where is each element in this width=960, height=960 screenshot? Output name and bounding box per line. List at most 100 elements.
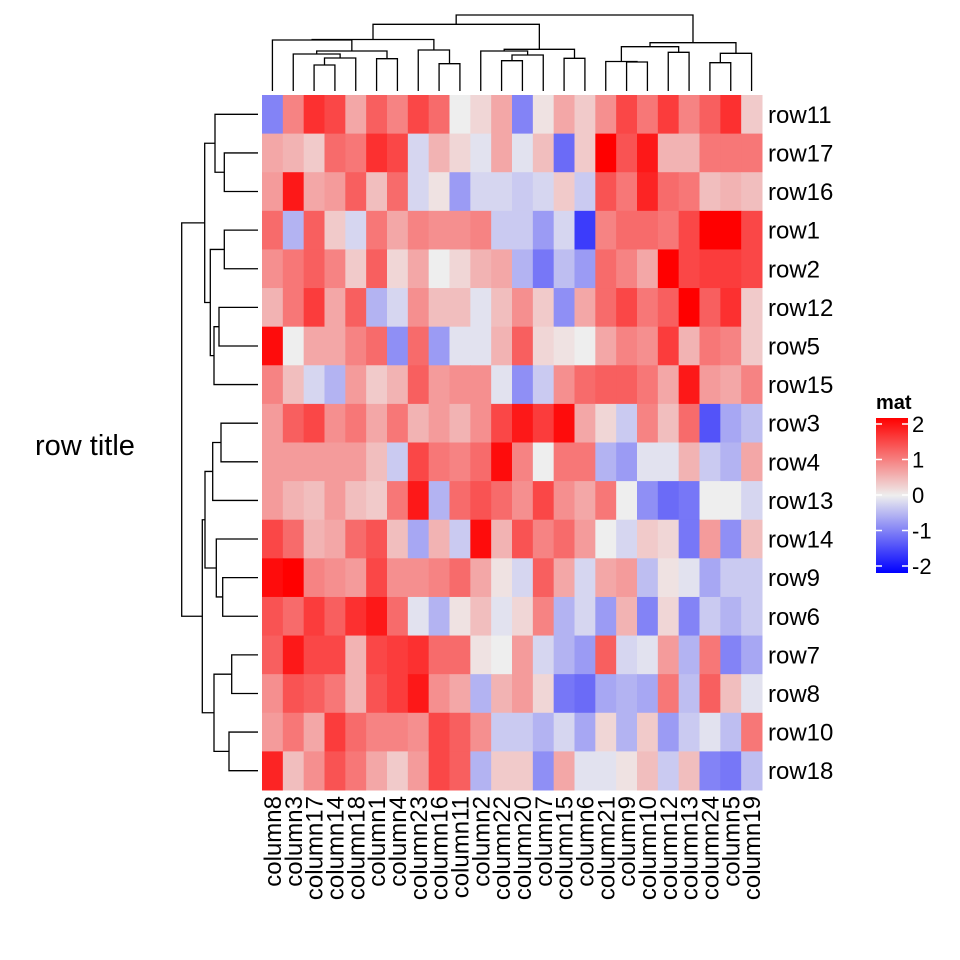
heatmap-cell-row17-column13 bbox=[678, 133, 700, 173]
heatmap-cell-row12-column20 bbox=[512, 288, 534, 328]
heatmap-cell-row14-column2 bbox=[470, 519, 492, 559]
heatmap-cell-row4-column14 bbox=[324, 442, 346, 482]
heatmap-cell-row18-column12 bbox=[657, 751, 680, 791]
heatmap-cell-row9-column15 bbox=[553, 558, 575, 598]
heatmap-cell-row10-column24 bbox=[699, 712, 721, 752]
heatmap-cell-row5-column20 bbox=[512, 326, 534, 366]
column-label: column17 bbox=[302, 796, 329, 900]
dendrogram-branch bbox=[438, 63, 461, 91]
heatmap-cell-row15-column20 bbox=[512, 365, 534, 405]
row-label: row13 bbox=[768, 488, 833, 515]
heatmap-cell-row4-column8 bbox=[262, 442, 284, 482]
heatmap-cell-row13-column11 bbox=[449, 481, 471, 521]
heatmap-cell-row13-column10 bbox=[637, 481, 659, 521]
heatmap-cell-row9-column14 bbox=[324, 558, 346, 598]
heatmap-cell-row11-column3 bbox=[282, 95, 305, 135]
heatmap-cell-row13-column21 bbox=[595, 481, 617, 521]
heatmap-cell-row1-column8 bbox=[262, 210, 284, 250]
dendrogram-branch bbox=[719, 52, 753, 91]
heatmap-cell-row9-column8 bbox=[262, 558, 284, 598]
heatmap-cell-row1-column3 bbox=[282, 210, 305, 250]
heatmap-cell-row2-column8 bbox=[262, 249, 284, 289]
heatmap-cell-row14-column10 bbox=[637, 519, 659, 559]
heatmap-cell-row6-column17 bbox=[303, 596, 325, 637]
heatmap-cell-row2-column12 bbox=[657, 249, 680, 289]
heatmap-cell-row3-column19 bbox=[741, 403, 763, 443]
column-label: column12 bbox=[656, 796, 683, 900]
heatmap-cell-row14-column3 bbox=[282, 519, 305, 559]
heatmap-cell-row17-column14 bbox=[324, 133, 346, 173]
heatmap-cell-row9-column7 bbox=[532, 558, 555, 598]
heatmap-cell-row12-column3 bbox=[282, 288, 305, 328]
heatmap-cell-row7-column15 bbox=[553, 635, 575, 675]
heatmap-cell-row3-column6 bbox=[574, 403, 596, 443]
heatmap-cell-row6-column18 bbox=[345, 596, 367, 637]
dendrogram-branch bbox=[649, 42, 737, 54]
dendrogram-branch bbox=[222, 576, 258, 617]
heatmap-cell-row11-column17 bbox=[303, 95, 325, 135]
heatmap-cell-row2-column5 bbox=[720, 249, 742, 289]
column-label: column1 bbox=[364, 796, 391, 887]
heatmap-cell-row2-column7 bbox=[532, 249, 555, 289]
heatmap-cell-row3-column3 bbox=[282, 403, 305, 443]
heatmap-cell-row8-column14 bbox=[324, 674, 346, 714]
heatmap-cell-row15-column23 bbox=[407, 365, 430, 405]
heatmap-cell-row7-column22 bbox=[491, 635, 513, 675]
heatmap-cell-row11-column11 bbox=[449, 95, 471, 135]
dendrogram-branch bbox=[231, 654, 258, 695]
heatmap-cell-row2-column4 bbox=[387, 249, 409, 289]
heatmap-cell-row5-column7 bbox=[532, 326, 555, 366]
heatmap-cell-row15-column12 bbox=[657, 365, 680, 405]
heatmap-cell-row4-column17 bbox=[303, 442, 325, 482]
heatmap-cell-row11-column1 bbox=[366, 95, 388, 135]
column-dendrogram bbox=[271, 14, 753, 91]
heatmap-cell-row13-column1 bbox=[366, 481, 388, 521]
heatmap-cell-row17-column19 bbox=[741, 133, 763, 173]
heatmap-cell-row12-column7 bbox=[532, 288, 555, 328]
heatmap-body bbox=[262, 95, 763, 791]
heatmap-cell-row1-column11 bbox=[449, 210, 471, 250]
heatmap-cell-row4-column16 bbox=[428, 442, 450, 482]
heatmap-cell-row1-column14 bbox=[324, 210, 346, 250]
heatmap-cell-row7-column8 bbox=[262, 635, 284, 675]
heatmap-cell-row17-column1 bbox=[366, 133, 388, 173]
heatmap-cell-row14-column19 bbox=[741, 519, 763, 559]
heatmap-cell-row15-column24 bbox=[699, 365, 721, 405]
heatmap-cell-row18-column20 bbox=[512, 751, 534, 791]
row-labels: row11 row17 row16 row1 row2 row12 row5 row15 row… bbox=[768, 102, 833, 785]
heatmap-cell-row15-column11 bbox=[449, 365, 471, 405]
heatmap-cell-row2-column10 bbox=[637, 249, 659, 289]
heatmap-cell-row5-column22 bbox=[491, 326, 513, 366]
heatmap-cell-row16-column5 bbox=[720, 172, 742, 212]
heatmap-cell-row2-column23 bbox=[407, 249, 430, 289]
heatmap-cell-row1-column19 bbox=[741, 210, 763, 250]
dendrogram-branch bbox=[209, 248, 225, 357]
heatmap-cell-row10-column14 bbox=[324, 712, 346, 752]
heatmap-cell-row18-column2 bbox=[470, 751, 492, 791]
row-label: row18 bbox=[768, 758, 833, 785]
heatmap-cell-row12-column24 bbox=[699, 288, 721, 328]
heatmap-cell-row18-column6 bbox=[574, 751, 596, 791]
heatmap-cell-row12-column21 bbox=[595, 288, 617, 328]
heatmap-cell-row13-column23 bbox=[407, 481, 430, 521]
heatmap-cell-row8-column22 bbox=[491, 674, 513, 714]
heatmap-cell-row2-column14 bbox=[324, 249, 346, 289]
dendrogram-branch bbox=[417, 49, 451, 91]
heatmap-cell-row13-column2 bbox=[470, 481, 492, 521]
heatmap-cell-row9-column17 bbox=[303, 558, 325, 598]
row-label: row14 bbox=[768, 527, 833, 554]
heatmap-cell-row10-column8 bbox=[262, 712, 284, 752]
heatmap-cell-row15-column21 bbox=[595, 365, 617, 405]
heatmap-cell-row5-column16 bbox=[428, 326, 450, 366]
heatmap-cell-row18-column9 bbox=[616, 751, 638, 791]
column-label: column4 bbox=[385, 796, 412, 887]
heatmap-cell-row4-column12 bbox=[657, 442, 680, 482]
heatmap-cell-row11-column15 bbox=[553, 95, 575, 135]
column-label: column16 bbox=[427, 796, 454, 900]
column-label: column20 bbox=[510, 796, 537, 900]
heatmap-cell-row13-column16 bbox=[428, 481, 450, 521]
heatmap-cell-row12-column13 bbox=[678, 288, 700, 328]
heatmap-cell-row17-column16 bbox=[428, 133, 450, 173]
heatmap-cell-row8-column10 bbox=[637, 674, 659, 714]
heatmap-cell-row15-column4 bbox=[387, 365, 409, 405]
